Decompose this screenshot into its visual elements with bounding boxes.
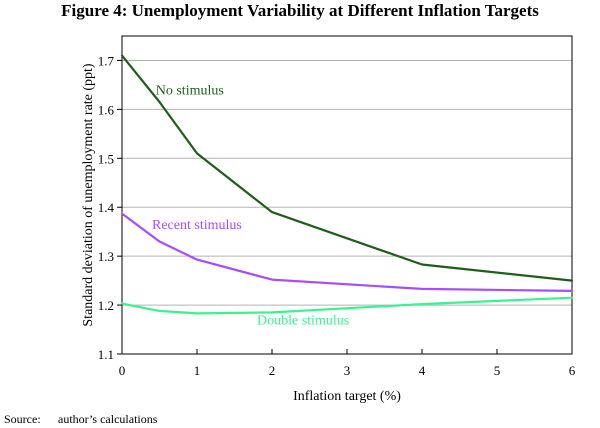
y-axis-label: Standard deviation of unemployment rate … <box>81 63 96 327</box>
y-tick-label: 1.6 <box>98 102 115 117</box>
series-label: No stimulus <box>156 84 224 99</box>
series-line <box>120 296 574 315</box>
source-text: author’s calculations <box>58 412 158 426</box>
x-tick-label: 4 <box>419 363 426 378</box>
plot-frame <box>121 35 573 355</box>
y-tick-label: 1.4 <box>98 200 115 215</box>
source-note: Source: author’s calculations <box>4 412 157 426</box>
x-tick-label: 5 <box>494 363 501 378</box>
series-label: Double stimulus <box>257 314 349 329</box>
figure-title: Figure 4: Unemployment Variability at Di… <box>61 1 539 20</box>
line-chart: 1.1 1.2 1.3 1.4 1.5 1.6 1.7 0 1 2 3 4 5 6 Inflation ta… <box>81 35 576 404</box>
series-label: Recent stimulus <box>152 218 242 233</box>
y-tick-label: 1.1 <box>98 347 114 362</box>
series-line <box>120 212 574 292</box>
series-lines <box>120 54 574 315</box>
x-tick-label: 0 <box>119 363 126 378</box>
gridlines <box>122 59 572 306</box>
x-tick-label: 3 <box>344 363 351 378</box>
series-line <box>120 54 574 282</box>
axes: 1.1 1.2 1.3 1.4 1.5 1.6 1.7 0 1 2 3 4 5 6 Inflation ta… <box>81 35 576 404</box>
y-tick-label: 1.5 <box>98 151 114 166</box>
x-axis-label: Inflation target (%) <box>293 389 401 404</box>
y-tick-label: 1.3 <box>98 249 114 264</box>
x-tick-label: 1 <box>194 363 201 378</box>
x-tick-label: 2 <box>269 363 276 378</box>
y-tick-label: 1.7 <box>98 53 115 68</box>
y-tick-label: 1.2 <box>98 298 114 313</box>
source-label: Source: <box>4 412 41 426</box>
x-tick-label: 6 <box>569 363 576 378</box>
series-labels: No stimulus Recent stimulus Double stimulu… <box>152 84 349 329</box>
